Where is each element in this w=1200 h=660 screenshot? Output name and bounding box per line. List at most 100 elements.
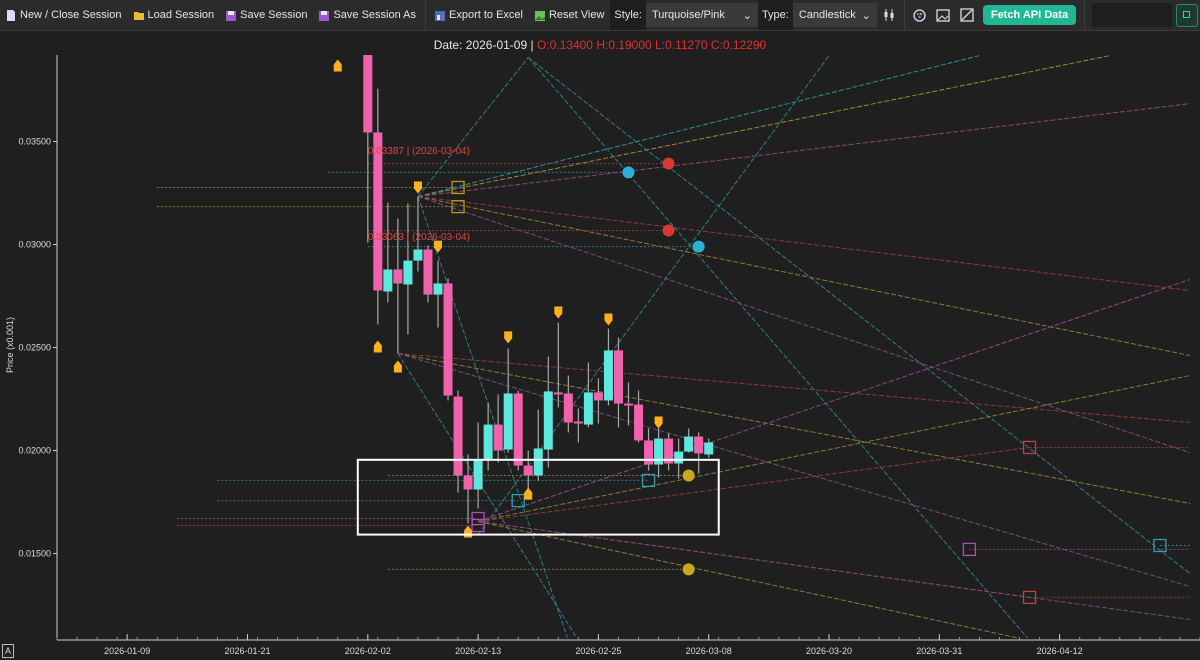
y-tick-label: 0.03000	[18, 240, 51, 250]
arrow-down-marker	[654, 416, 663, 429]
trend-line	[478, 375, 1191, 522]
screenshot-button[interactable]	[931, 0, 955, 30]
style-label: Style:	[610, 0, 646, 30]
y-tick-label: 0.02000	[18, 446, 51, 456]
folder-icon	[133, 11, 144, 20]
square-marker	[471, 511, 485, 526]
candle-down	[393, 269, 403, 284]
x-tick-label: 2026-04-12	[1037, 646, 1083, 656]
toolbar-input[interactable]	[1092, 3, 1172, 27]
type-label: Type:	[757, 0, 793, 30]
x-tick-label: 2026-03-20	[806, 646, 852, 656]
circle-marker	[682, 563, 695, 576]
new-close-session-button[interactable]: New / Close Session	[0, 0, 128, 30]
save-session-as-label: Save Session As	[333, 9, 416, 21]
trend-line	[397, 353, 578, 638]
reset-view-label: Reset View	[548, 9, 605, 21]
candle-down	[423, 249, 433, 295]
export-excel-label: Export to Excel	[449, 9, 523, 21]
trend-line	[527, 57, 1029, 638]
candle-up	[533, 448, 543, 476]
trend-line	[477, 279, 1191, 522]
load-session-button[interactable]: Load Session	[128, 0, 221, 30]
arrow-down-marker	[413, 181, 422, 194]
circle-marker	[662, 157, 675, 170]
new-close-session-label: New / Close Session	[20, 9, 122, 21]
draw-line-button[interactable]	[955, 0, 979, 30]
arrow-down-marker	[434, 240, 442, 253]
arrow-down-marker	[504, 331, 513, 344]
save-session-button[interactable]: Save Session	[220, 0, 313, 30]
candle-up	[583, 392, 593, 425]
toolbar-divider	[1084, 0, 1086, 30]
panel-toggle-icon	[1183, 10, 1190, 18]
trend-line	[397, 353, 1191, 504]
x-tick-label: 2026-01-21	[224, 646, 270, 656]
candle-down	[563, 393, 573, 423]
square-marker	[1022, 590, 1037, 605]
image-icon	[936, 8, 950, 22]
candle-up	[674, 451, 684, 464]
save-session-as-button[interactable]: Save Session As	[313, 0, 422, 30]
candlestick-chart[interactable]: 0.03500 0.03000 0.02500 0.02000 0.01500 2026-…	[0, 31, 1200, 660]
auto-scale-button[interactable]: A	[2, 644, 14, 658]
square-marker	[511, 493, 525, 508]
style-select-value: Turquoise/Pink	[651, 9, 725, 21]
toolbar-divider	[425, 0, 426, 30]
square-marker	[451, 180, 465, 195]
ohlc-header: Date: 2026-01-09 | O:0.13400 H:0.19000 L…	[0, 38, 1200, 52]
style-select[interactable]: Turquoise/Pink ⌄	[645, 3, 758, 27]
y-axis-label: Price (x0.001)	[5, 316, 15, 374]
type-select[interactable]: Candlestick ⌄	[792, 3, 877, 27]
floppy-icon	[226, 10, 237, 21]
candle-down	[463, 475, 473, 490]
arrow-up-marker	[464, 525, 473, 538]
square-marker	[451, 199, 465, 214]
candle-down	[363, 55, 373, 133]
y-tick-label: 0.01500	[18, 549, 51, 559]
toolbar-divider	[903, 0, 905, 30]
reset-view-button[interactable]: Reset View	[529, 0, 610, 30]
candle-up	[483, 424, 493, 460]
trend-line	[527, 57, 1191, 574]
arrow-down-marker	[604, 313, 613, 326]
square-marker	[1022, 440, 1037, 455]
candle-up	[684, 436, 694, 452]
x-tick-label: 2026-02-13	[455, 646, 501, 656]
trend-line	[417, 55, 1110, 198]
square-marker	[962, 542, 977, 557]
candle-down	[513, 393, 523, 466]
panel-toggle-button[interactable]	[1176, 3, 1198, 27]
candle-up	[403, 260, 413, 285]
price-annotation: 0.03063 | (2026-03-04)	[367, 232, 470, 244]
palette-icon	[913, 8, 926, 22]
candlestick-icon	[884, 9, 894, 21]
candle-down	[664, 438, 674, 464]
save-session-label: Save Session	[240, 9, 308, 21]
trend-line	[417, 196, 1191, 291]
candle-down	[553, 392, 563, 395]
candle-down	[493, 424, 503, 451]
candlestick-toggle-button[interactable]	[877, 0, 901, 30]
plot-area	[157, 55, 1191, 638]
x-tick-label: 2026-02-25	[575, 646, 621, 656]
candle-up	[383, 269, 393, 292]
trend-line	[397, 353, 1191, 424]
arrow-up-marker	[524, 487, 533, 500]
export-excel-button[interactable]: Export to Excel	[429, 0, 529, 30]
palette-button[interactable]	[908, 0, 931, 30]
candle-up	[473, 459, 483, 490]
x-tick-label: 2026-01-09	[104, 646, 150, 656]
candle-up	[413, 249, 423, 261]
candle-down	[624, 403, 633, 406]
trend-line	[397, 353, 1191, 587]
square-marker	[471, 518, 485, 533]
document-icon	[7, 9, 15, 21]
draw-line-icon	[960, 8, 974, 22]
header-ohlc: O:0.13400 H:0.19000 L:0.11270 C:0.12290	[536, 38, 767, 52]
fetch-api-data-button[interactable]: Fetch API Data	[982, 5, 1077, 25]
trend-line	[478, 520, 1191, 620]
candle-down	[373, 132, 383, 291]
trend-line	[417, 103, 1191, 198]
price-annotation: 0.03387 | (2026-03-04)	[367, 145, 470, 157]
